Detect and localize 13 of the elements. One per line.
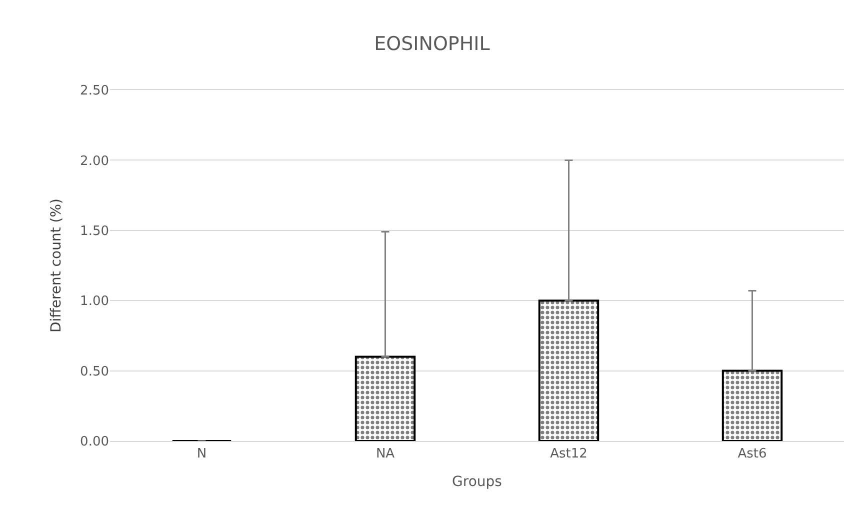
y-tick-label: 0.50 bbox=[80, 364, 109, 380]
y-tick-label: 1.00 bbox=[80, 294, 109, 310]
x-tick-label: Ast12 bbox=[550, 446, 588, 462]
y-axis-title: Different count (%) bbox=[48, 198, 65, 332]
chart-title: EOSINOPHIL bbox=[374, 32, 490, 55]
y-tick-label: 2.00 bbox=[80, 154, 109, 169]
y-tick-label: 0.00 bbox=[80, 434, 109, 450]
x-tick-label: N bbox=[196, 446, 207, 462]
y-tick-label: 1.50 bbox=[80, 224, 109, 239]
y-tick-label: 2.50 bbox=[80, 84, 109, 99]
x-tick-label: Ast6 bbox=[738, 446, 767, 462]
x-axis-title: Groups bbox=[452, 474, 502, 490]
x-tick-label: NA bbox=[376, 446, 395, 462]
